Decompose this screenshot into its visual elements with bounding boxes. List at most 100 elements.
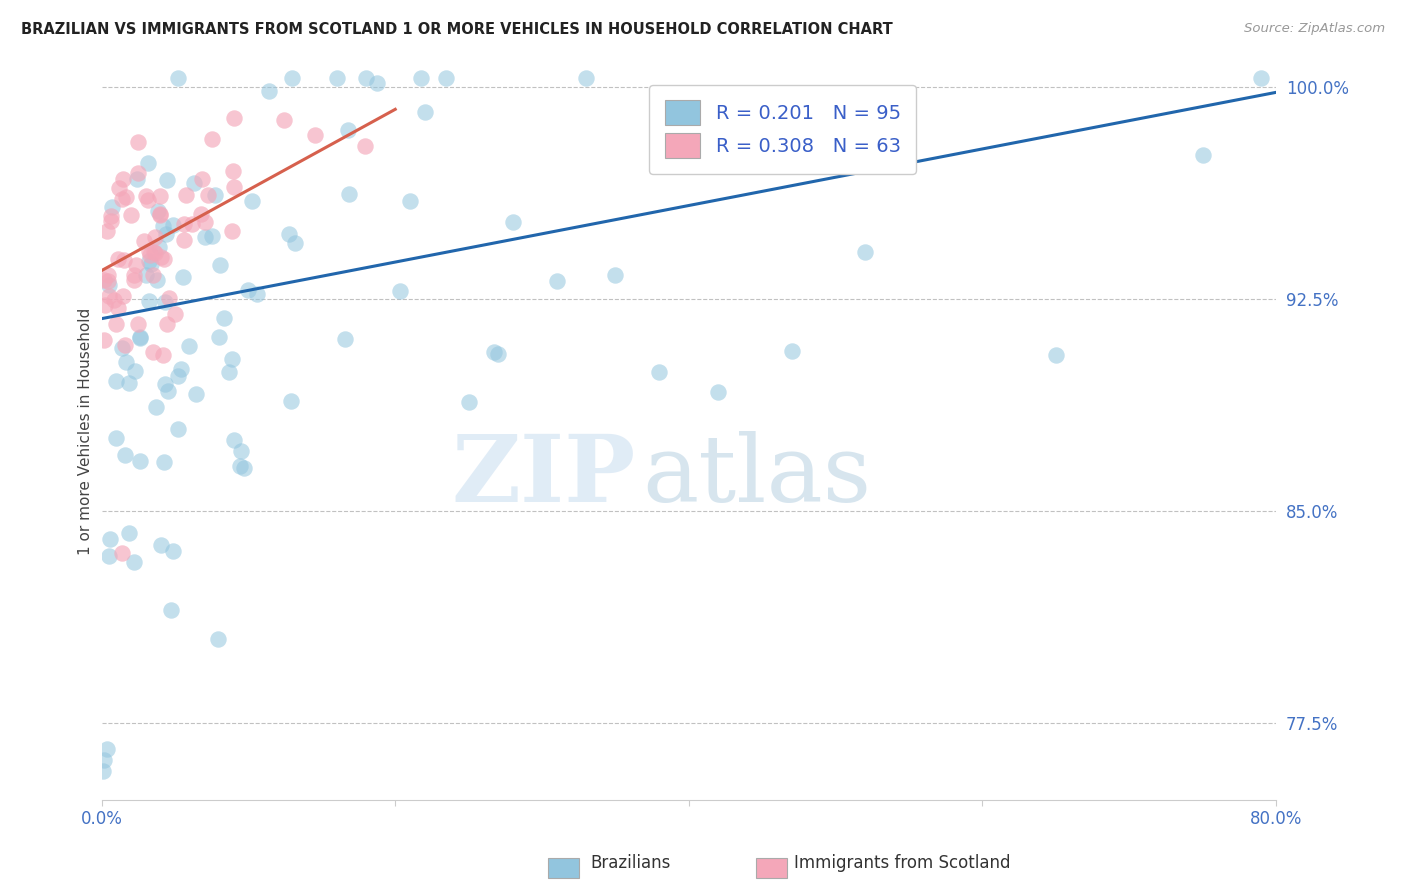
Point: [413, 105, 436, 120]
Point: [112, 288, 135, 302]
Point: [183, 176, 205, 190]
Point: [224, 179, 246, 194]
Point: [337, 122, 360, 136]
Point: [457, 395, 479, 409]
Point: [96, 741, 118, 756]
Point: [149, 189, 172, 203]
Point: [605, 268, 627, 283]
Point: [197, 187, 219, 202]
Point: [128, 329, 150, 343]
Point: [238, 283, 260, 297]
Point: [122, 273, 145, 287]
Point: [97, 274, 120, 288]
Point: [149, 208, 172, 222]
Point: [143, 245, 166, 260]
Point: [146, 204, 169, 219]
Point: [150, 250, 173, 264]
Point: [233, 460, 256, 475]
Point: [221, 352, 243, 367]
Point: [93, 273, 115, 287]
Point: [124, 364, 146, 378]
Point: [246, 287, 269, 301]
Point: [1191, 147, 1213, 161]
Point: [138, 244, 160, 258]
Y-axis label: 1 or more Vehicles in Household: 1 or more Vehicles in Household: [79, 308, 93, 556]
Point: [273, 112, 295, 127]
Point: [229, 458, 252, 473]
Point: [107, 252, 129, 266]
Point: [142, 268, 165, 282]
Point: [96, 223, 118, 237]
Point: [156, 318, 179, 332]
Point: [127, 166, 149, 180]
Point: [337, 186, 360, 201]
Point: [162, 543, 184, 558]
Point: [136, 193, 159, 207]
Point: [221, 224, 243, 238]
Point: [224, 111, 246, 125]
Point: [546, 274, 568, 288]
Point: [152, 219, 174, 234]
Point: [1045, 348, 1067, 362]
Point: [166, 71, 188, 86]
Point: [112, 172, 135, 186]
Point: [100, 210, 122, 224]
Point: [167, 369, 190, 384]
Text: Brazilians: Brazilians: [591, 855, 671, 872]
Point: [156, 172, 179, 186]
Point: [398, 194, 420, 209]
Point: [163, 307, 186, 321]
Point: [117, 376, 139, 391]
Point: [135, 188, 157, 202]
Point: [166, 422, 188, 436]
Point: [122, 268, 145, 282]
Point: [111, 192, 134, 206]
Point: [105, 318, 128, 332]
Point: [132, 235, 155, 249]
Point: [149, 207, 172, 221]
Point: [94, 298, 117, 312]
Point: [222, 434, 245, 448]
Point: [122, 555, 145, 569]
Point: [177, 339, 200, 353]
Point: [98, 549, 121, 564]
Point: [103, 293, 125, 307]
Point: [173, 233, 195, 247]
Point: [138, 155, 160, 169]
Point: [111, 342, 134, 356]
Point: [114, 189, 136, 203]
Point: [91, 764, 114, 779]
Point: [115, 354, 138, 368]
Legend: R = 0.201   N = 95, R = 0.308   N = 63: R = 0.201 N = 95, R = 0.308 N = 63: [650, 85, 917, 174]
Point: [153, 252, 176, 266]
Point: [97, 288, 120, 302]
Point: [145, 273, 167, 287]
Text: Source: ZipAtlas.com: Source: ZipAtlas.com: [1244, 22, 1385, 36]
Point: [110, 546, 132, 560]
Point: [160, 603, 183, 617]
Point: [100, 213, 122, 227]
Point: [145, 400, 167, 414]
Point: [184, 387, 207, 401]
Point: [325, 71, 347, 86]
Point: [194, 229, 217, 244]
Point: [143, 246, 166, 260]
Point: [257, 84, 280, 98]
Point: [93, 753, 115, 767]
Point: [155, 227, 177, 242]
Point: [575, 71, 598, 86]
Point: [173, 217, 195, 231]
Point: [201, 229, 224, 244]
Point: [100, 200, 122, 214]
Point: [304, 128, 326, 142]
Point: [135, 268, 157, 282]
Point: [229, 444, 252, 458]
Point: [208, 330, 231, 344]
Point: [127, 135, 149, 149]
Point: [333, 332, 356, 346]
Point: [114, 338, 136, 352]
Point: [277, 227, 299, 242]
Point: [138, 294, 160, 309]
Point: [411, 71, 433, 86]
Point: [127, 317, 149, 331]
